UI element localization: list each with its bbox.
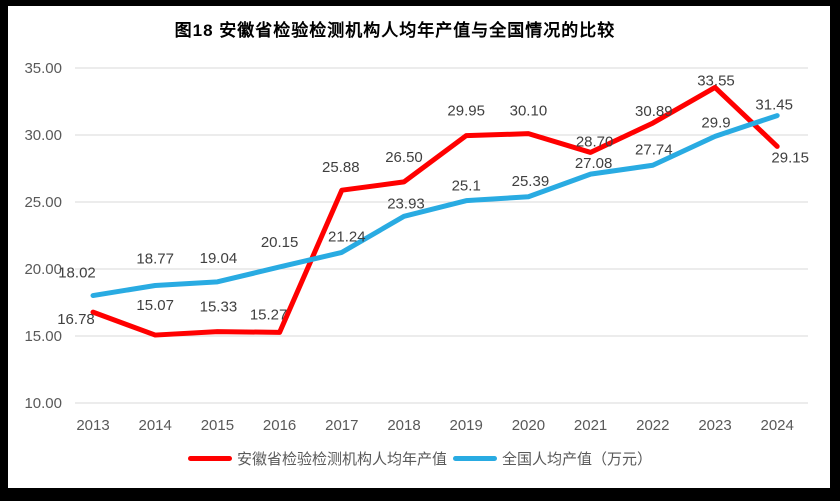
series-line-national: [90, 113, 780, 299]
page-border-bottom: [0, 488, 840, 501]
data-label: 20.15: [261, 234, 299, 251]
x-axis-label: 2021: [574, 417, 607, 434]
y-axis-tick-label: 15.00: [24, 328, 62, 345]
data-label: 29.15: [771, 149, 809, 166]
x-axis-label: 2019: [450, 417, 483, 434]
data-label: 18.02: [58, 265, 96, 282]
data-label: 28.70: [576, 133, 614, 150]
data-label: 21.24: [328, 228, 366, 245]
data-label: 15.33: [200, 299, 238, 316]
page-border-top: [0, 0, 840, 6]
x-axis-label: 2023: [698, 417, 731, 434]
data-label: 33.55: [697, 72, 735, 89]
y-axis-tick-label: 10.00: [24, 395, 62, 412]
y-axis-tick-label: 25.00: [24, 194, 62, 211]
y-axis-tick-label: 20.00: [24, 261, 62, 278]
x-axis-label: 2022: [636, 417, 669, 434]
data-label: 15.27: [250, 306, 288, 323]
chart-legend: 安徽省检验检测机构人均年产值 全国人均产值（万元）: [0, 448, 840, 469]
data-label: 25.88: [322, 159, 360, 176]
x-axis-label: 2017: [325, 417, 358, 434]
legend-item-anhui: 安徽省检验检测机构人均年产值: [187, 448, 447, 469]
x-axis-label: 2020: [512, 417, 545, 434]
data-label: 27.74: [635, 141, 673, 158]
data-label: 25.39: [512, 173, 550, 190]
data-label: 15.07: [136, 297, 174, 314]
legend-line-swatch-national: [453, 456, 497, 461]
legend-label-anhui: 安徽省检验检测机构人均年产值: [236, 451, 447, 468]
x-axis-label: 2014: [139, 417, 172, 434]
series-line-anhui: [90, 84, 780, 338]
x-axis-label: 2018: [387, 417, 420, 434]
data-label: 23.93: [387, 195, 425, 212]
data-label: 19.04: [200, 250, 238, 267]
data-label: 31.45: [755, 97, 793, 114]
data-label: 30.89: [635, 103, 673, 120]
page-border-left: [0, 0, 8, 501]
y-axis-tick-label: 35.00: [24, 60, 62, 77]
data-label: 29.95: [447, 103, 485, 120]
data-label: 27.08: [575, 155, 613, 172]
y-axis-tick-label: 30.00: [24, 127, 62, 144]
data-label: 30.10: [510, 103, 548, 120]
data-label: 25.1: [452, 178, 481, 195]
data-label: 29.9: [701, 114, 730, 131]
legend-line-swatch-anhui: [187, 456, 232, 461]
x-axis-label: 2024: [761, 417, 794, 434]
x-axis-label: 2016: [263, 417, 296, 434]
data-label: 16.78: [57, 311, 95, 328]
legend-item-national: 全国人均产值（万元）: [453, 448, 652, 469]
chart-title: 图18 安徽省检验检测机构人均年产值与全国情况的比较: [174, 21, 616, 40]
legend-label-national: 全国人均产值（万元）: [502, 451, 653, 468]
data-label: 26.50: [385, 149, 423, 166]
data-label: 18.77: [136, 250, 174, 267]
page-border-right: [830, 0, 840, 501]
x-axis-label: 2013: [76, 417, 109, 434]
x-axis-label: 2015: [201, 417, 234, 434]
